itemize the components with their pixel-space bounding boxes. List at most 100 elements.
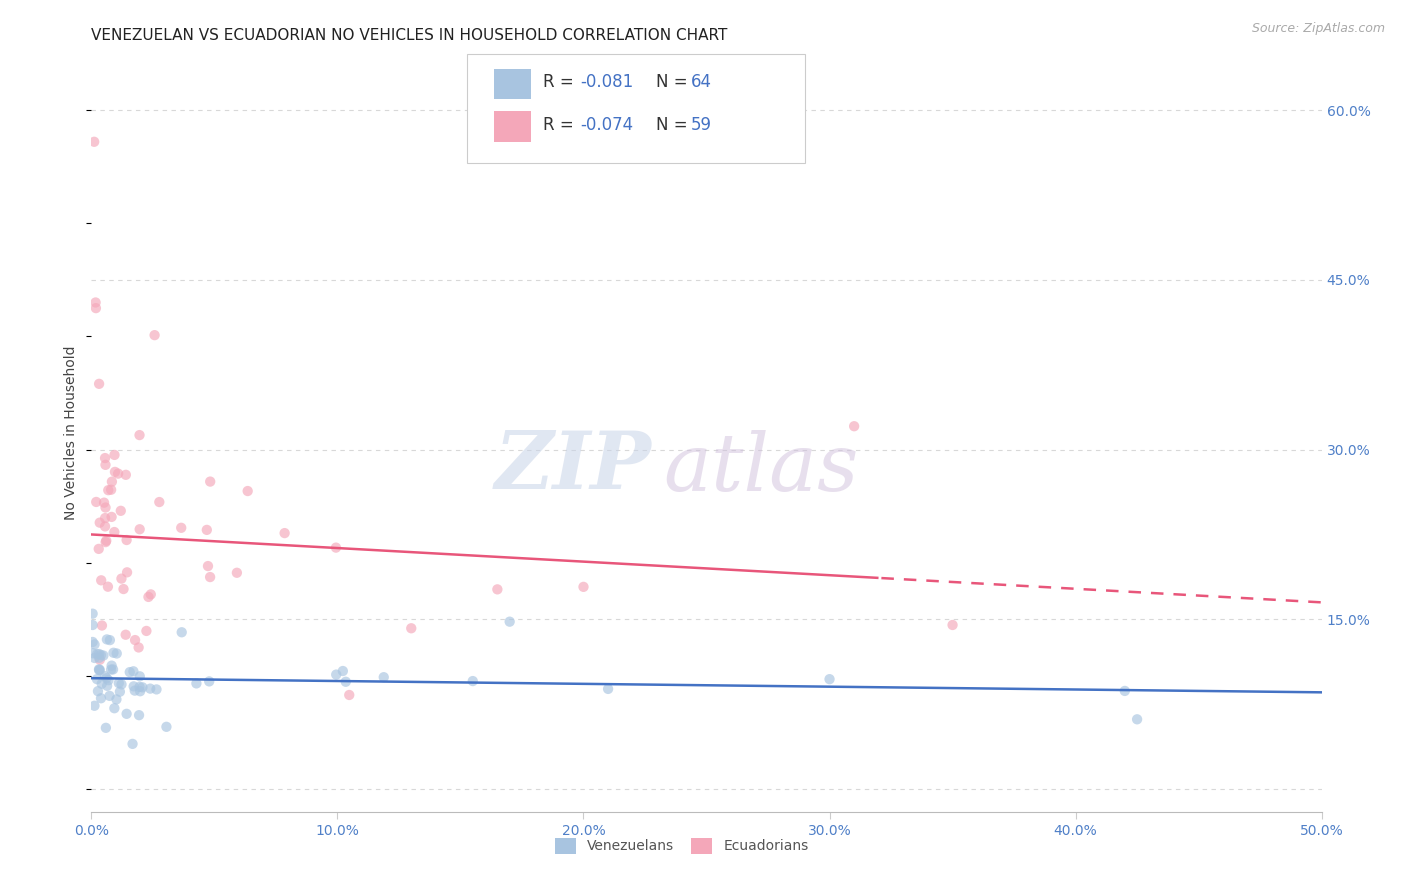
Point: [100, 663, 122, 677]
Point: [145, 682, 167, 697]
Point: [118, 665, 141, 680]
Point: [83, 698, 105, 713]
Point: [197, 559, 219, 574]
Point: [115, 566, 138, 580]
Point: [89, 516, 111, 530]
Point: [170, 625, 193, 640]
Point: [98, 633, 121, 648]
Point: [87, 376, 110, 391]
Y-axis label: No Vehicles in Household: No Vehicles in Household: [65, 345, 79, 520]
Point: [93, 496, 115, 510]
Point: [128, 522, 150, 536]
Text: ZIP: ZIP: [495, 428, 651, 506]
Point: [100, 658, 122, 673]
Point: [94, 500, 117, 515]
Point: [100, 483, 122, 497]
Text: -0.081: -0.081: [579, 73, 633, 91]
Point: [170, 521, 193, 535]
Point: [96, 671, 118, 685]
Point: [86, 672, 108, 686]
Point: [461, 674, 484, 689]
Point: [200, 475, 222, 489]
Point: [82, 607, 104, 621]
Point: [90, 648, 112, 662]
Point: [122, 665, 145, 679]
Point: [97, 673, 120, 688]
Point: [114, 628, 136, 642]
Point: [399, 621, 422, 635]
Point: [89, 650, 111, 665]
Point: [124, 683, 146, 698]
Point: [110, 504, 132, 518]
Text: R =: R =: [543, 116, 579, 134]
Point: [337, 688, 360, 702]
Point: [94, 458, 117, 472]
Point: [83, 637, 105, 651]
Point: [139, 587, 162, 601]
Point: [91, 618, 114, 632]
Point: [94, 511, 117, 525]
Text: 59: 59: [690, 116, 711, 134]
Point: [114, 467, 136, 482]
Point: [100, 509, 122, 524]
Point: [131, 681, 153, 695]
Point: [87, 662, 110, 676]
Point: [325, 667, 347, 681]
Point: [198, 570, 221, 584]
Point: [90, 691, 112, 706]
Point: [842, 419, 865, 434]
Point: [94, 519, 117, 533]
Point: [225, 566, 247, 580]
Text: VENEZUELAN VS ECUADORIAN NO VEHICLES IN HOUSEHOLD CORRELATION CHART: VENEZUELAN VS ECUADORIAN NO VEHICLES IN …: [91, 28, 728, 43]
Point: [128, 669, 150, 683]
Point: [198, 674, 221, 689]
Point: [186, 676, 208, 690]
Point: [87, 541, 110, 556]
Point: [87, 663, 110, 677]
Text: 64: 64: [690, 73, 711, 91]
Point: [82, 646, 104, 660]
Point: [498, 615, 520, 629]
Point: [596, 681, 619, 696]
Point: [115, 533, 138, 547]
Point: [103, 524, 125, 539]
Point: [84, 495, 107, 509]
Point: [101, 475, 124, 489]
Point: [82, 635, 104, 649]
Point: [195, 523, 218, 537]
Point: [107, 467, 129, 481]
Point: [96, 679, 118, 693]
Point: [1114, 684, 1136, 698]
Point: [98, 689, 121, 703]
Point: [103, 448, 125, 462]
Point: [101, 662, 124, 676]
Point: [143, 328, 166, 343]
Point: [94, 721, 117, 735]
Point: [104, 465, 127, 479]
Point: [155, 720, 177, 734]
Point: [93, 648, 115, 663]
Point: [83, 651, 105, 665]
Text: N =: N =: [657, 73, 693, 91]
Point: [94, 451, 117, 466]
Point: [818, 672, 841, 686]
FancyBboxPatch shape: [467, 54, 804, 163]
Point: [128, 708, 150, 723]
Point: [107, 676, 129, 690]
Point: [273, 526, 295, 541]
Point: [128, 680, 150, 694]
Point: [124, 633, 146, 648]
Point: [83, 135, 105, 149]
Point: [941, 618, 963, 632]
Text: Source: ZipAtlas.com: Source: ZipAtlas.com: [1251, 22, 1385, 36]
Point: [82, 618, 104, 632]
Point: [139, 681, 162, 696]
Point: [138, 590, 160, 604]
Point: [1126, 712, 1149, 726]
Point: [105, 647, 128, 661]
Point: [110, 677, 132, 691]
Point: [96, 632, 118, 647]
Point: [103, 701, 125, 715]
Point: [486, 582, 509, 597]
Point: [122, 679, 145, 693]
